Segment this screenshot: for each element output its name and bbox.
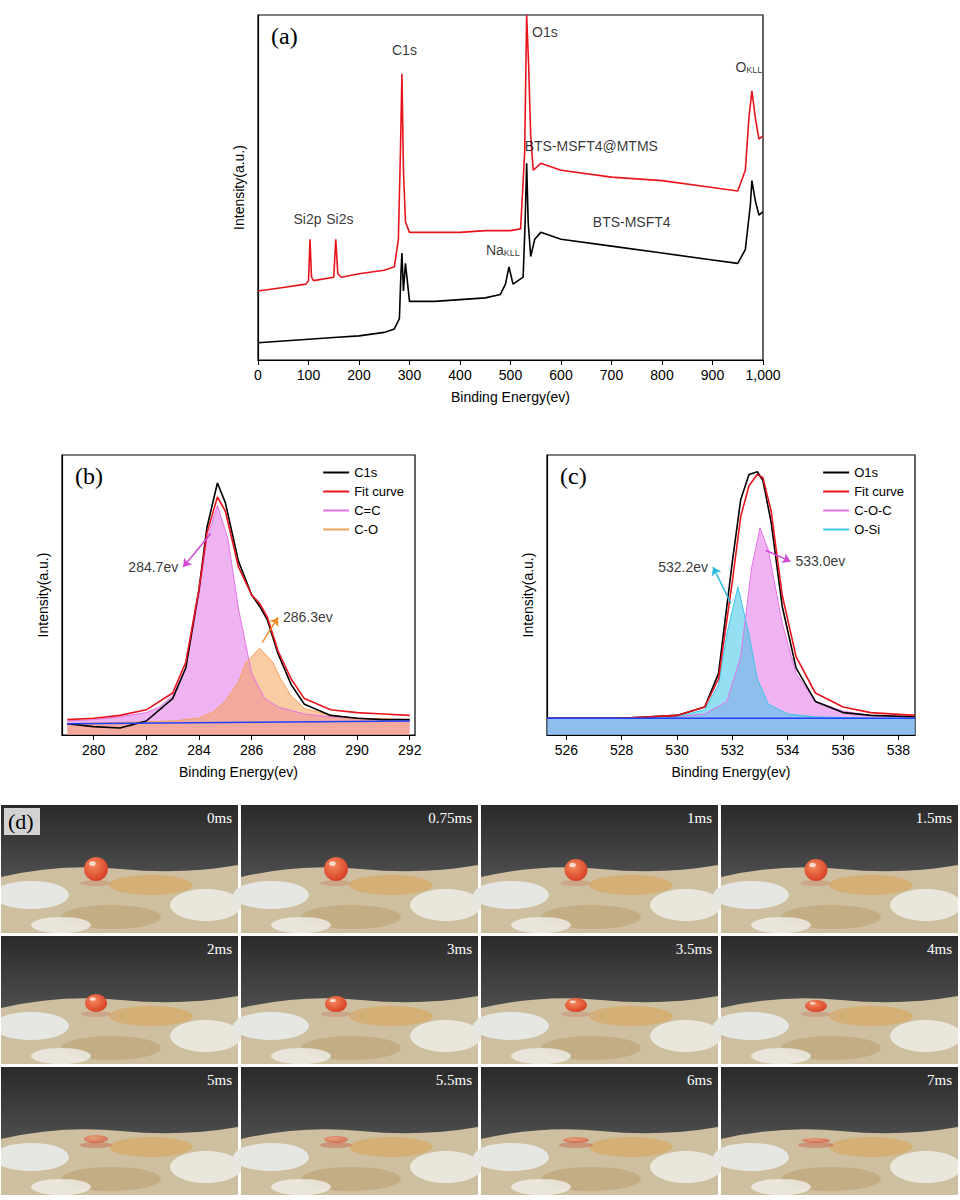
svg-text:Fit curve: Fit curve (354, 484, 404, 499)
svg-text:0ms: 0ms (207, 810, 232, 826)
svg-text:100: 100 (297, 367, 321, 383)
svg-text:600: 600 (549, 367, 573, 383)
svg-text:Intensity(a.u.): Intensity(a.u.) (231, 145, 247, 230)
svg-text:1ms: 1ms (687, 810, 712, 826)
svg-text:200: 200 (347, 367, 371, 383)
svg-text:286: 286 (240, 742, 264, 758)
svg-text:O-Si: O-Si (854, 522, 880, 537)
svg-text:(d): (d) (8, 809, 34, 834)
svg-text:528: 528 (610, 742, 634, 758)
svg-text:7ms: 7ms (927, 1072, 952, 1088)
svg-text:286.3ev: 286.3ev (283, 609, 333, 625)
svg-text:O1s: O1s (854, 465, 878, 480)
svg-text:290: 290 (345, 742, 369, 758)
svg-text:C=C: C=C (354, 503, 380, 518)
svg-text:KLL: KLL (746, 65, 762, 75)
svg-text:800: 800 (650, 367, 674, 383)
svg-text:C-O: C-O (354, 522, 378, 537)
svg-text:534: 534 (776, 742, 800, 758)
svg-text:284.7ev: 284.7ev (128, 559, 178, 575)
svg-text:Binding Energy(ev): Binding Energy(ev) (451, 389, 570, 405)
svg-text:526: 526 (555, 742, 579, 758)
svg-text:2ms: 2ms (207, 941, 232, 957)
svg-text:Intensity(a.u.): Intensity(a.u.) (520, 553, 536, 638)
svg-text:KLL: KLL (504, 248, 520, 258)
svg-text:C1s: C1s (354, 465, 378, 480)
svg-text:O1s: O1s (532, 24, 558, 40)
svg-text:Fit curve: Fit curve (854, 484, 904, 499)
svg-text:3.5ms: 3.5ms (676, 941, 712, 957)
svg-text:0.75ms: 0.75ms (428, 810, 472, 826)
svg-text:536: 536 (831, 742, 855, 758)
svg-text:(c): (c) (560, 463, 587, 489)
svg-text:5ms: 5ms (207, 1072, 232, 1088)
svg-text:C-O-C: C-O-C (854, 503, 892, 518)
svg-text:0: 0 (254, 367, 262, 383)
svg-text:1,000: 1,000 (745, 367, 780, 383)
svg-text:6ms: 6ms (687, 1072, 712, 1088)
svg-text:500: 500 (499, 367, 523, 383)
svg-text:538: 538 (887, 742, 911, 758)
svg-text:4ms: 4ms (927, 941, 952, 957)
svg-text:284: 284 (187, 742, 211, 758)
svg-text:BTS-MSFT4@MTMS: BTS-MSFT4@MTMS (525, 138, 658, 154)
svg-text:(b): (b) (75, 463, 103, 489)
svg-text:Si2s: Si2s (326, 211, 353, 227)
svg-text:Binding Energy(ev): Binding Energy(ev) (671, 764, 790, 780)
svg-text:292: 292 (398, 742, 422, 758)
svg-text:900: 900 (701, 367, 725, 383)
svg-text:Binding Energy(ev): Binding Energy(ev) (179, 764, 298, 780)
svg-text:530: 530 (665, 742, 689, 758)
svg-text:C1s: C1s (392, 42, 417, 58)
svg-text:532.2ev: 532.2ev (658, 559, 708, 575)
svg-text:280: 280 (82, 742, 106, 758)
svg-text:700: 700 (600, 367, 624, 383)
svg-text:288: 288 (293, 742, 317, 758)
svg-text:5.5ms: 5.5ms (436, 1072, 472, 1088)
svg-text:(a): (a) (271, 23, 298, 49)
svg-text:3ms: 3ms (447, 941, 472, 957)
svg-text:O: O (735, 59, 746, 75)
svg-text:533.0ev: 533.0ev (795, 553, 845, 569)
svg-text:300: 300 (398, 367, 422, 383)
svg-text:400: 400 (448, 367, 472, 383)
svg-text:1.5ms: 1.5ms (916, 810, 952, 826)
svg-text:Na: Na (486, 242, 504, 258)
svg-text:Intensity(a.u.): Intensity(a.u.) (35, 553, 51, 638)
svg-text:BTS-MSFT4: BTS-MSFT4 (593, 214, 671, 230)
svg-text:532: 532 (721, 742, 745, 758)
svg-text:Si2p: Si2p (293, 211, 321, 227)
svg-text:282: 282 (135, 742, 159, 758)
